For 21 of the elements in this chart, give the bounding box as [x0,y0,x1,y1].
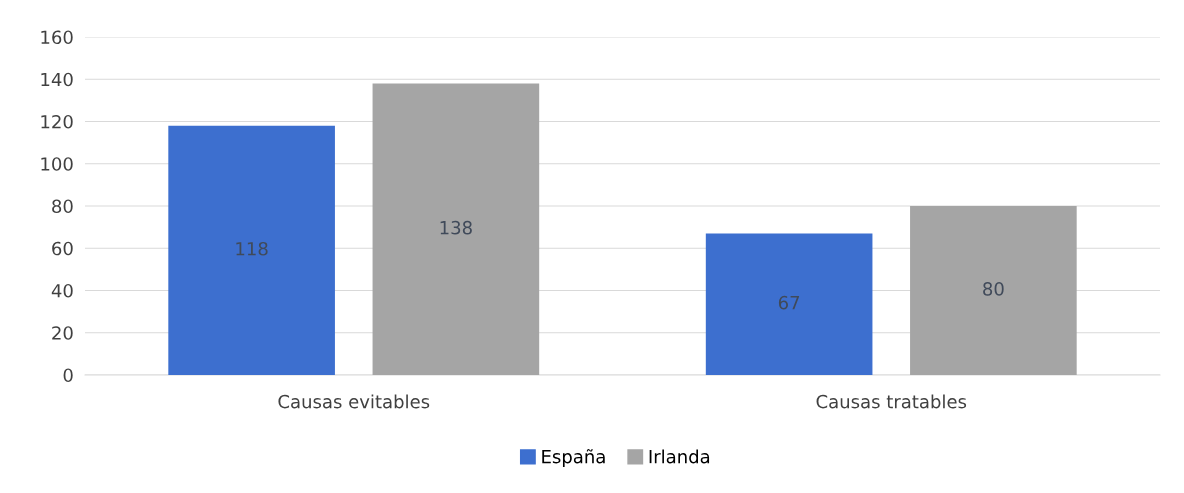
bar [372,83,540,375]
bar [705,233,873,375]
legend-label: España [542,449,605,467]
y-tick-label: 140 [41,72,73,87]
y-tick-label: 20 [52,326,73,340]
y-tick-label: 0 [63,368,73,383]
y-tick-label: 160 [41,30,73,45]
y-tick-label: 60 [52,241,73,256]
y-tick-label: 120 [41,114,73,129]
data-label: 80 [983,282,1004,296]
bar [168,125,335,375]
data-label: 118 [236,241,268,256]
y-tick-label: 100 [41,157,73,171]
x-tick-label: Causas evitables [278,394,430,409]
y-tick-label: 80 [52,199,73,214]
y-tick-label: 40 [51,283,73,298]
data-label: 67 [778,295,800,310]
x-tick-label: Causas tratables [816,394,967,409]
data-label: 138 [440,220,472,235]
bar [910,206,1077,375]
legend-label: Irlanda [649,449,710,464]
